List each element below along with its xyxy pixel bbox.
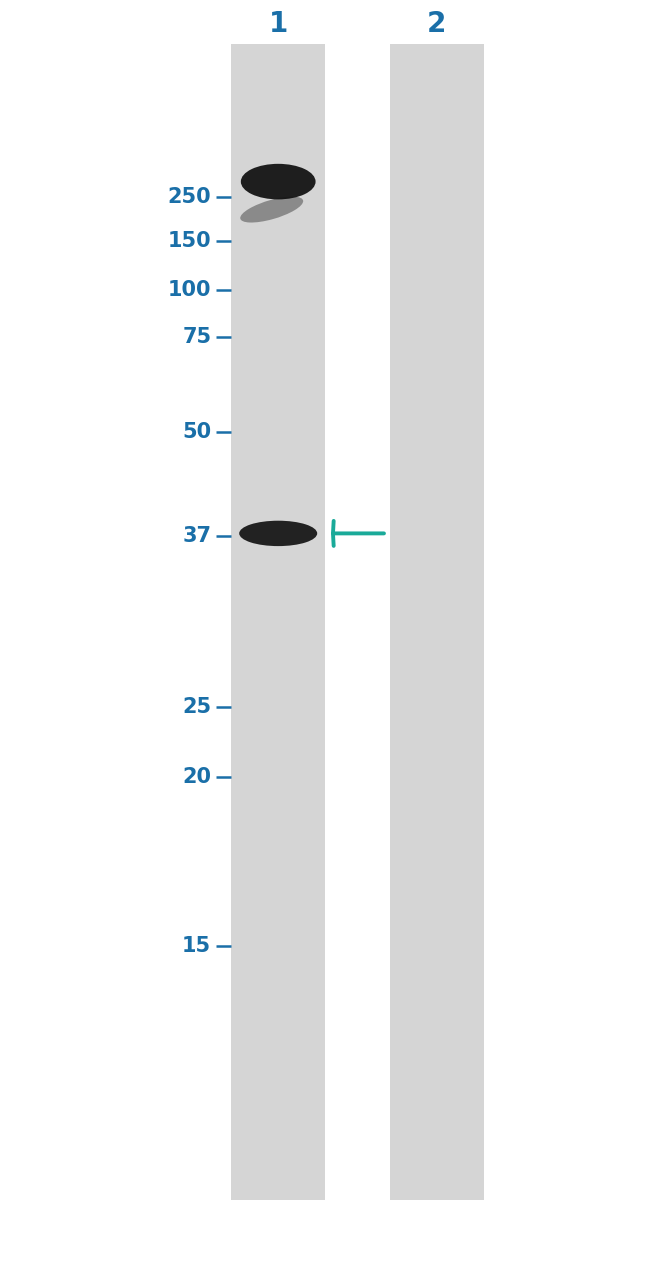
Text: 15: 15 [182,936,211,956]
Text: 75: 75 [182,326,211,347]
Ellipse shape [240,164,316,199]
Text: 100: 100 [168,279,211,300]
Ellipse shape [239,521,317,546]
Text: 150: 150 [168,231,211,251]
Ellipse shape [240,197,303,222]
Text: 37: 37 [182,526,211,546]
Bar [231,44,325,1200]
Text: 2: 2 [427,10,447,38]
Text: 25: 25 [182,697,211,718]
Text: 1: 1 [268,10,288,38]
Text: 20: 20 [182,767,211,787]
Text: 250: 250 [168,187,211,207]
Text: 50: 50 [182,422,211,442]
Bar [390,44,484,1200]
